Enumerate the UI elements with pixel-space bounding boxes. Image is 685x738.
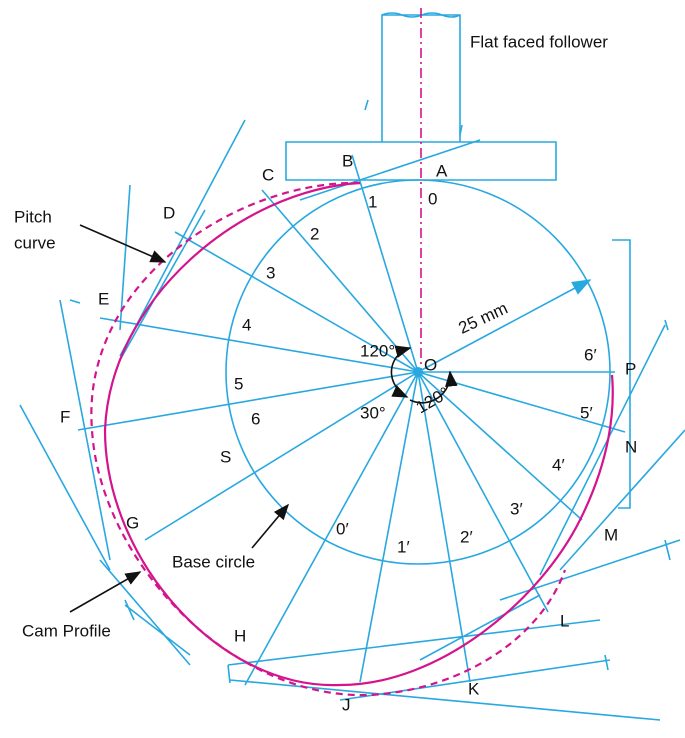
label: 4′ xyxy=(552,455,565,474)
label: D xyxy=(163,203,175,222)
label: O xyxy=(424,355,437,374)
cam-profile xyxy=(103,181,614,687)
label: C xyxy=(262,165,274,184)
label: G xyxy=(126,513,139,532)
label: 3′ xyxy=(510,499,523,518)
label: L xyxy=(560,611,569,630)
radius-arrow xyxy=(417,279,592,373)
label: 5′ xyxy=(580,403,593,422)
angle-arrow xyxy=(390,345,412,386)
label: 4 xyxy=(242,315,251,334)
label: 6 xyxy=(251,409,260,428)
label: J xyxy=(342,695,351,714)
leader xyxy=(69,571,142,613)
angle-arrow xyxy=(391,384,409,398)
label: Base circle xyxy=(172,552,255,571)
leader xyxy=(251,503,290,549)
label: 1′ xyxy=(397,537,410,556)
radial-lines xyxy=(77,154,626,686)
division-labels: 0 1 2 3 4 5 6 0′ 1′ 2′ 3′ 4′ 5′ 6′ xyxy=(234,189,597,556)
label: 1 xyxy=(368,192,377,211)
label: 3 xyxy=(266,263,275,282)
point-labels: A B C D E F G H J K L M N P S xyxy=(60,151,637,714)
label: 6′ xyxy=(584,345,597,364)
label: P xyxy=(625,359,636,378)
label: H xyxy=(234,626,246,645)
label: K xyxy=(468,679,480,698)
label: E xyxy=(98,289,109,308)
centre xyxy=(413,367,423,377)
label: F xyxy=(60,407,70,426)
label: N xyxy=(625,437,637,456)
label: 30° xyxy=(360,403,386,422)
label: M xyxy=(604,525,618,544)
label: S xyxy=(220,447,231,466)
label: 5 xyxy=(234,374,243,393)
label: A xyxy=(436,161,448,180)
label: 120° xyxy=(360,341,395,360)
label: 0′ xyxy=(336,519,349,538)
label: 25 mm xyxy=(456,299,511,338)
label: B xyxy=(342,151,353,170)
label: 0 xyxy=(428,189,437,208)
leader xyxy=(79,224,167,263)
tangent-lines xyxy=(19,99,685,721)
label: 2 xyxy=(310,224,319,243)
label: Pitch xyxy=(14,207,52,226)
label: 2′ xyxy=(460,527,473,546)
label: Flat faced follower xyxy=(470,32,608,51)
label: curve xyxy=(14,233,56,252)
label: Cam Profile xyxy=(22,621,111,640)
angle-arrow xyxy=(409,370,458,404)
pitch-curve xyxy=(90,181,567,697)
